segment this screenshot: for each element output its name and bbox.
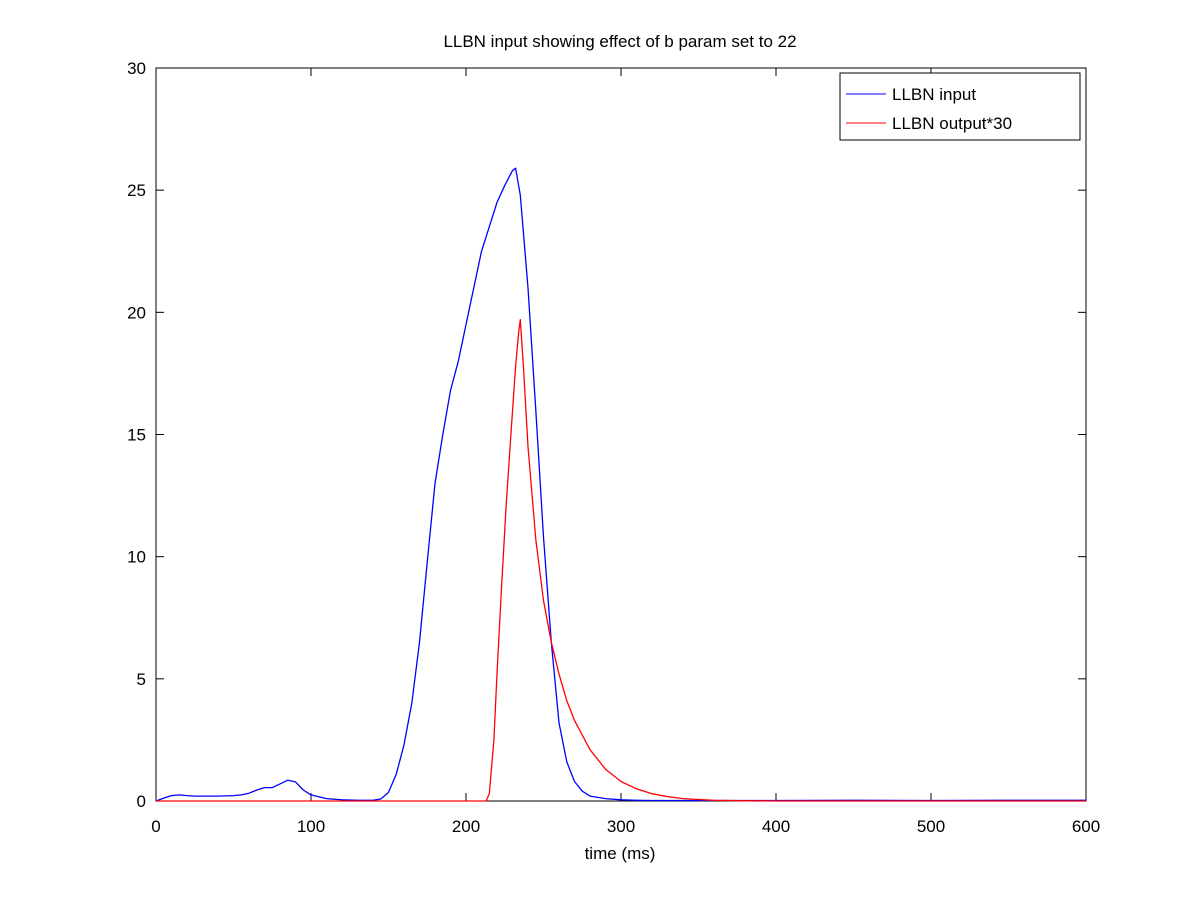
y-tick-label: 30 [127, 59, 146, 78]
y-tick-label: 25 [127, 181, 146, 200]
x-tick-label: 0 [151, 817, 160, 836]
y-tick-label: 5 [137, 670, 146, 689]
y-tick-label: 10 [127, 548, 146, 567]
series-line-0 [155, 167, 1086, 802]
x-axis-label: time (ms) [585, 844, 656, 863]
x-tick-label: 500 [917, 817, 945, 836]
x-tick-label: 200 [452, 817, 480, 836]
legend-label-llbn-input: LLBN input [892, 85, 976, 104]
x-tick-label: 400 [762, 817, 790, 836]
x-tick-label: 100 [297, 817, 325, 836]
y-tick-label: 20 [127, 303, 146, 322]
legend-box [839, 72, 1081, 141]
legend: LLBN input LLBN output*30 [839, 72, 1081, 141]
series-layer [155, 167, 1086, 802]
legend-label-llbn-output: LLBN output*30 [892, 114, 1012, 133]
x-tick-label: 300 [607, 817, 635, 836]
chart-title: LLBN input showing effect of b param set… [443, 32, 796, 51]
y-tick-label: 15 [127, 426, 146, 445]
axis-ticks: 0 100 200 300 400 500 600 0 5 10 15 20 25 30 [127, 59, 1100, 836]
series-line-1 [156, 319, 1086, 802]
y-tick-label: 0 [137, 792, 146, 811]
x-tick-label: 600 [1072, 817, 1100, 836]
